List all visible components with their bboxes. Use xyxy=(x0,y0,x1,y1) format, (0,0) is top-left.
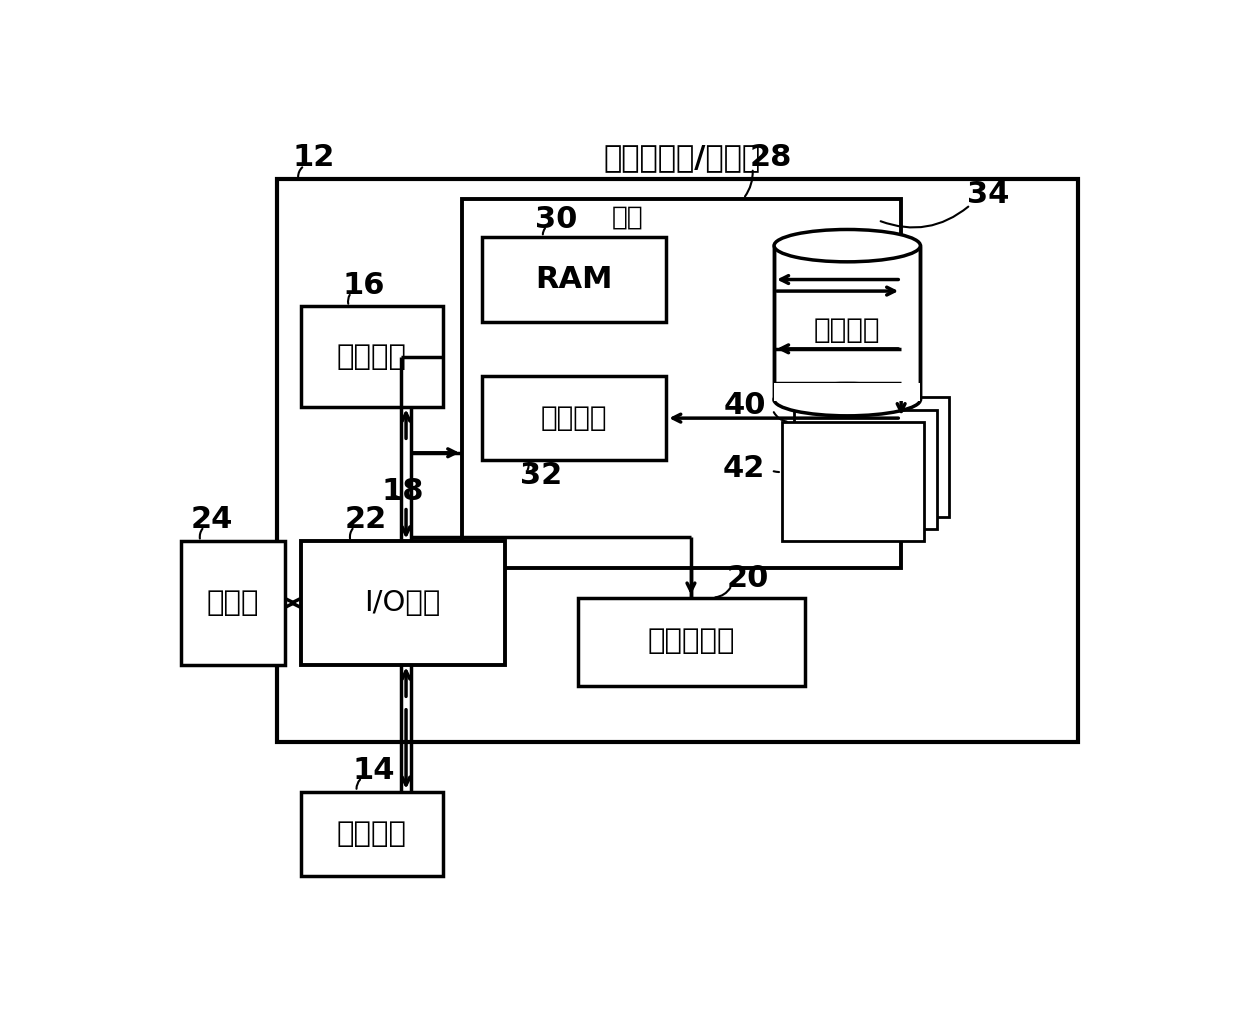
Bar xyxy=(300,792,443,876)
Text: I/O接口: I/O接口 xyxy=(365,589,440,617)
Bar xyxy=(578,597,805,686)
Bar xyxy=(300,541,505,664)
Text: 34: 34 xyxy=(967,180,1009,209)
Text: 42: 42 xyxy=(723,453,765,483)
Text: 40: 40 xyxy=(724,390,766,420)
Text: 14: 14 xyxy=(352,756,394,785)
Text: 18: 18 xyxy=(382,477,424,506)
Bar xyxy=(481,376,666,460)
Text: RAM: RAM xyxy=(536,265,613,294)
Text: 12: 12 xyxy=(293,143,335,172)
Text: 存储系统: 存储系统 xyxy=(813,316,880,345)
Bar xyxy=(794,410,936,529)
Bar xyxy=(774,245,920,400)
Text: 28: 28 xyxy=(749,143,792,172)
Text: 20: 20 xyxy=(727,564,769,593)
Text: 外部设备: 外部设备 xyxy=(336,820,407,848)
Text: 32: 32 xyxy=(520,461,562,491)
Text: 24: 24 xyxy=(191,505,233,534)
Bar xyxy=(774,383,920,402)
Text: 16: 16 xyxy=(343,271,386,300)
Bar xyxy=(463,199,901,568)
Ellipse shape xyxy=(774,383,920,416)
Text: 高速缓存: 高速缓存 xyxy=(541,405,608,432)
Text: 显示器: 显示器 xyxy=(207,589,259,617)
Bar xyxy=(781,422,924,541)
Bar xyxy=(806,397,949,517)
Text: 内存: 内存 xyxy=(611,205,644,231)
Bar xyxy=(181,541,285,664)
Text: 计算机系统/服务器: 计算机系统/服务器 xyxy=(603,143,760,172)
Text: 网络适配器: 网络适配器 xyxy=(647,628,734,655)
Bar xyxy=(481,237,666,321)
Text: 30: 30 xyxy=(536,205,578,234)
Bar xyxy=(300,306,443,407)
Bar xyxy=(278,179,1079,741)
Text: 处理单元: 处理单元 xyxy=(336,343,407,370)
Text: 22: 22 xyxy=(345,505,387,534)
Ellipse shape xyxy=(774,229,920,262)
